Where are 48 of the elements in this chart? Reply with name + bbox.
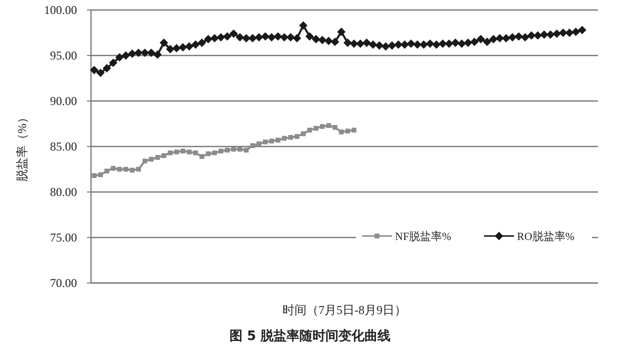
point — [168, 150, 173, 156]
point — [338, 130, 344, 134]
point — [276, 138, 280, 143]
point — [238, 146, 242, 152]
y-tick-label: 90.00 — [50, 94, 77, 108]
point — [332, 124, 338, 130]
point — [224, 148, 230, 153]
point — [250, 143, 256, 148]
point — [256, 141, 262, 146]
point — [269, 138, 274, 144]
point — [136, 166, 141, 172]
point — [155, 155, 160, 160]
point — [352, 128, 356, 133]
point — [314, 126, 318, 131]
point — [161, 153, 166, 158]
point — [294, 134, 300, 139]
point — [180, 148, 186, 154]
point — [92, 173, 97, 178]
text: 图 5 脱盐率随时间变化曲线 — [229, 328, 391, 344]
point — [212, 150, 217, 156]
legend-label: RO脱盐率% — [517, 230, 574, 243]
point — [244, 148, 249, 153]
point — [231, 146, 236, 152]
y-tick-label: 85.00 — [50, 140, 77, 154]
point — [307, 128, 312, 133]
point — [320, 124, 325, 129]
point — [288, 135, 294, 140]
point — [117, 166, 122, 172]
point — [98, 172, 103, 178]
y-axis-title: 脱盐率（%） — [15, 112, 29, 182]
y-tick-label: 75.00 — [50, 230, 77, 244]
x-axis-title: 时间（7月5日-8月9日） — [282, 303, 406, 317]
y-tick-label: 100.00 — [44, 3, 77, 17]
point — [142, 158, 148, 164]
point — [123, 166, 128, 172]
point — [200, 154, 204, 159]
point — [345, 128, 350, 134]
point — [186, 150, 192, 154]
y-tick-label: 95.00 — [50, 48, 77, 62]
point — [262, 140, 268, 144]
y-tick-label: 70.00 — [50, 276, 77, 290]
y-tick-label: 80.00 — [50, 185, 77, 199]
point — [174, 150, 179, 154]
point — [193, 150, 198, 156]
point — [218, 148, 224, 154]
point — [326, 123, 332, 128]
legend-label: NF脱盐率% — [395, 230, 452, 243]
point — [104, 168, 110, 174]
